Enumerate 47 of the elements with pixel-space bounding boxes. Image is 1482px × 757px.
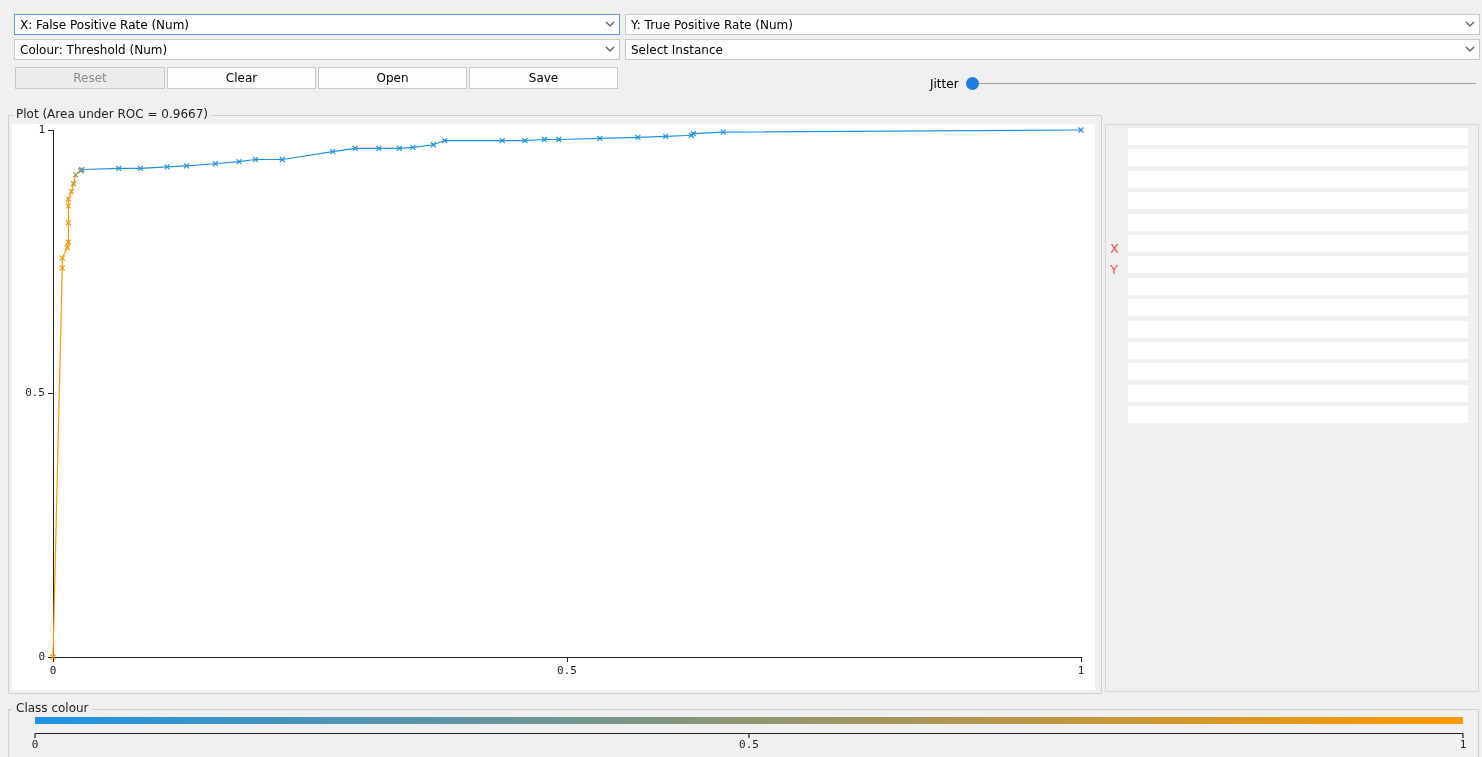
- point: [555, 136, 562, 143]
- text: Save: [469, 67, 618, 89]
- point: [541, 136, 548, 143]
- point: [183, 162, 190, 169]
- point: [499, 137, 506, 144]
- text: Clear: [167, 67, 316, 89]
- point: [409, 144, 416, 151]
- point: [65, 239, 72, 246]
- text: Open: [318, 67, 467, 89]
- point: [65, 219, 72, 226]
- point: [59, 265, 66, 272]
- text: Reset: [15, 67, 165, 89]
- point: [441, 137, 448, 144]
- x-tick-label: 1: [1077, 664, 1085, 678]
- text: Colour: Threshold (Num): [14, 39, 620, 60]
- point: [596, 135, 603, 142]
- point: [720, 129, 727, 136]
- color-bar-title: Class colour: [16, 701, 89, 716]
- point: [430, 141, 437, 148]
- x-tick-label: 0: [49, 664, 57, 678]
- text: Y: True Positive Rate (Num): [625, 14, 1480, 35]
- point: [65, 195, 72, 203]
- point: [59, 254, 66, 262]
- point: [72, 171, 79, 178]
- point: [235, 158, 243, 165]
- text: Select Instance: [625, 39, 1480, 60]
- point: [70, 180, 77, 187]
- text: Jitter: [930, 77, 959, 91]
- point: [64, 244, 71, 251]
- y-tick-label: 0: [38, 649, 45, 663]
- point: [137, 165, 144, 172]
- y-tick-label: 1: [38, 122, 45, 136]
- point: [65, 202, 72, 209]
- point: [212, 160, 219, 167]
- point: [375, 145, 382, 152]
- point: [279, 156, 286, 163]
- color-bar-label: 1: [1459, 737, 1467, 751]
- point: [115, 165, 122, 172]
- point: [634, 134, 642, 141]
- y-tick-label: 0.5: [25, 386, 45, 400]
- text: X: False Positive Rate (Num): [14, 14, 620, 35]
- color-bar-label: 0.5: [739, 737, 759, 751]
- point: [68, 188, 75, 195]
- point: [521, 137, 528, 144]
- x-tick-label: 0.5: [557, 664, 577, 678]
- point: [352, 145, 359, 152]
- chart-title: Plot (Area under ROC = 0.9667): [16, 107, 209, 122]
